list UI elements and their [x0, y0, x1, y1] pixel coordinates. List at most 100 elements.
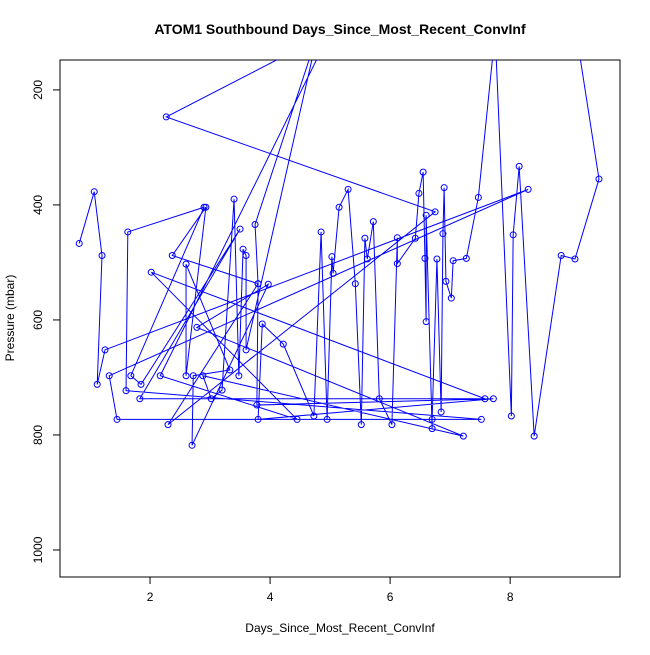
data-point [137, 380, 145, 388]
y-tick-label: 200 [31, 80, 45, 100]
data-point [101, 346, 109, 354]
data-point [242, 252, 250, 260]
data-point [357, 421, 365, 429]
data-point [162, 113, 170, 121]
data-point [437, 408, 445, 416]
data-point [481, 395, 489, 403]
data-point [428, 415, 436, 423]
y-tick-label: 1000 [31, 536, 45, 563]
data-point [98, 252, 106, 260]
data-point [317, 228, 325, 236]
data-point [351, 280, 359, 288]
data-point [329, 269, 337, 277]
chart-title: ATOM1 Southbound Days_Since_Most_Recent_… [154, 21, 526, 37]
data-point [189, 372, 197, 380]
data-point [328, 253, 336, 261]
data-point [422, 318, 430, 326]
data-point [344, 185, 352, 193]
data-point [193, 323, 201, 331]
data-point [515, 162, 523, 170]
data-point [335, 203, 343, 211]
data-point [431, 208, 439, 216]
data-point [293, 415, 301, 423]
data-point [164, 421, 172, 429]
data-point [253, 401, 261, 409]
data-point [415, 189, 423, 197]
data-point [393, 260, 401, 268]
data-point [393, 234, 401, 242]
data-point [182, 372, 190, 380]
data-point [477, 415, 485, 423]
data-point [507, 412, 515, 420]
data-point [239, 245, 247, 253]
data-point [236, 225, 244, 233]
data-point [462, 254, 470, 262]
data-point [254, 280, 262, 288]
data-point [156, 372, 164, 380]
data-point [264, 280, 272, 288]
data-point [90, 188, 98, 196]
data-point [433, 255, 441, 263]
data-point [207, 395, 215, 403]
data-point [279, 340, 287, 348]
data-point [557, 252, 565, 260]
data-point [530, 432, 538, 440]
data-point [440, 184, 448, 192]
data-point [226, 366, 234, 374]
data-point [411, 234, 419, 242]
data-point [127, 372, 135, 380]
data-point [182, 260, 190, 268]
data-point [474, 193, 482, 201]
data-point [122, 387, 130, 395]
data-point [419, 168, 427, 176]
data-point [75, 239, 83, 247]
x-tick-label: 8 [507, 590, 514, 604]
data-point [310, 412, 318, 420]
data-point [105, 372, 113, 380]
data-point [442, 277, 450, 285]
x-axis-label: Days_Since_Most_Recent_ConvInf [245, 621, 435, 635]
series-line [78, 60, 600, 446]
data-point [113, 415, 121, 423]
data-point [218, 386, 226, 394]
x-tick-label: 4 [267, 590, 274, 604]
data-point [258, 320, 266, 328]
y-tick-label: 400 [31, 195, 45, 215]
data-point [439, 230, 447, 238]
data-point [363, 255, 371, 263]
data-point [93, 380, 101, 388]
data-point [449, 257, 457, 265]
plot-frame [59, 59, 621, 578]
data-point [235, 372, 243, 380]
data-point [168, 252, 176, 260]
y-tick-label: 800 [31, 425, 45, 445]
plot-area [75, 60, 603, 449]
data-point [447, 294, 455, 302]
y-axis-label: Pressure (mbar) [3, 275, 17, 362]
data-point [595, 175, 603, 183]
data-point [369, 218, 377, 226]
y-tick-label: 600 [31, 310, 45, 330]
data-point [361, 234, 369, 242]
data-point [147, 268, 155, 276]
data-point [422, 211, 430, 219]
data-point [199, 372, 207, 380]
data-point [421, 254, 429, 262]
data-point [136, 395, 144, 403]
data-point [375, 395, 383, 403]
x-tick-label: 6 [387, 590, 394, 604]
data-point [124, 228, 132, 236]
data-point [188, 441, 196, 449]
data-point [571, 255, 579, 263]
data-point [509, 231, 517, 239]
x-tick-label: 2 [147, 590, 154, 604]
data-point [202, 203, 210, 211]
data-point [428, 425, 436, 433]
data-point [459, 432, 467, 440]
data-point [388, 421, 396, 429]
data-point [323, 415, 331, 423]
data-point [251, 220, 259, 228]
data-point [524, 185, 532, 193]
